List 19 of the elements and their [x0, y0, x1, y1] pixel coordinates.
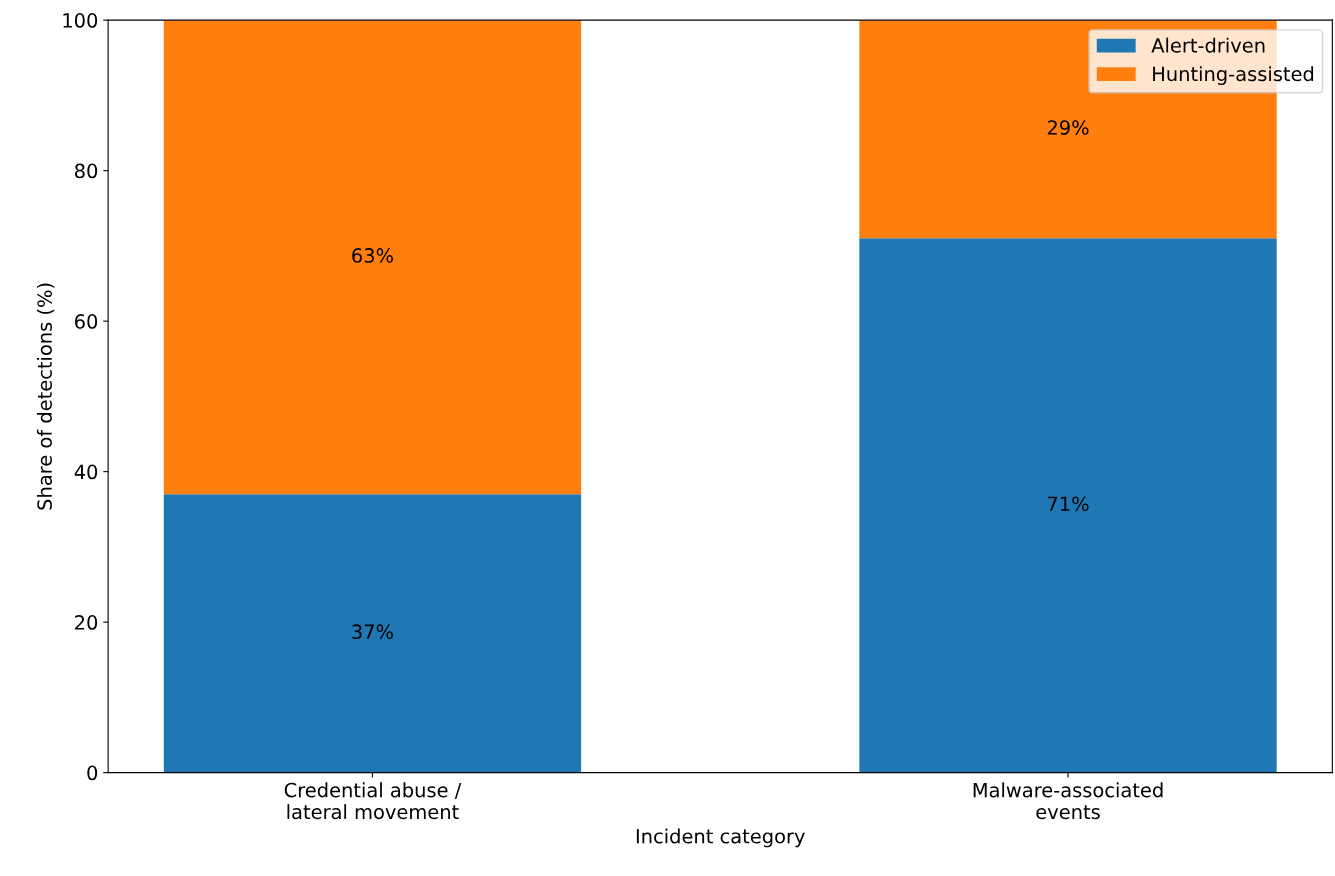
- data-label: 71%: [1048, 496, 1089, 512]
- bar: [163, 20, 582, 495]
- y-tick-label: 40: [74, 464, 98, 480]
- x-tick-label: Credential abuse / lateral movement: [284, 782, 462, 820]
- bar: [163, 494, 582, 773]
- bar: [859, 238, 1277, 773]
- data-label: 37%: [352, 624, 393, 640]
- data-label: 63%: [352, 248, 393, 263]
- x-tick-label: Malware-associated events: [973, 782, 1163, 820]
- y-axis-title: Share of detections (%): [36, 283, 55, 510]
- legend-label: Alert-driven: [1151, 37, 1265, 53]
- y-tick-label: 60: [75, 314, 98, 329]
- y-tick-label: 20: [75, 615, 98, 630]
- y-tick-label: 80: [74, 163, 98, 179]
- data-label: 29%: [1047, 120, 1089, 135]
- y-tick-label: 0: [87, 765, 98, 781]
- y-tick-label: 100: [63, 13, 98, 28]
- legend-label: Hunting-assisted: [1153, 66, 1314, 86]
- x-axis-title: Incident category: [636, 828, 805, 848]
